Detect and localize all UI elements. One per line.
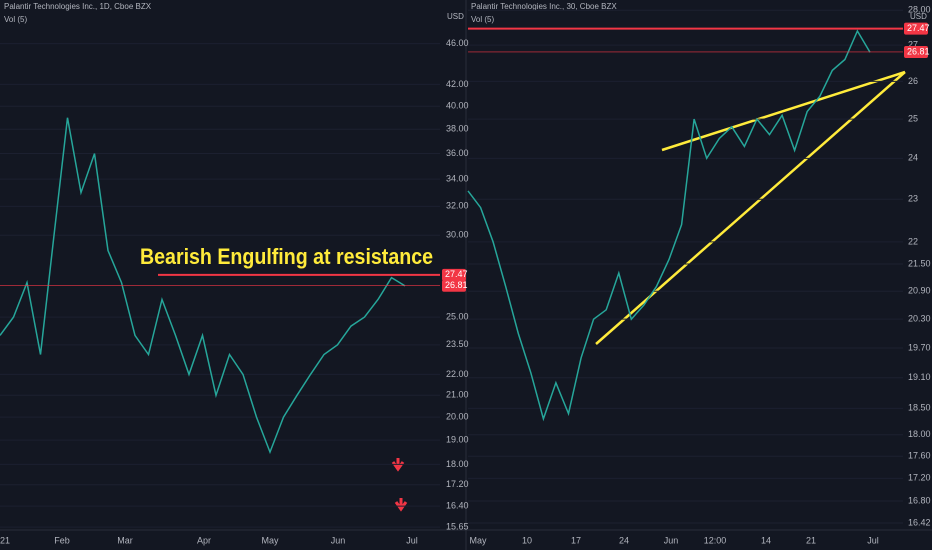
trend-line xyxy=(661,70,906,152)
y-tick-label: 16.42 xyxy=(908,517,931,527)
price-line xyxy=(467,29,871,422)
y-tick-label: 19.70 xyxy=(908,342,931,352)
x-tick-label: Jul xyxy=(867,535,879,545)
y-tick-label: 19.10 xyxy=(908,372,931,382)
y-tick-label: 27 xyxy=(908,40,918,50)
y-tick-label: 16.40 xyxy=(446,501,469,511)
y-tick-label: 24 xyxy=(908,153,918,163)
y-tick-label: 34.00 xyxy=(446,174,469,184)
indicator-label: Vol (5) xyxy=(4,15,27,24)
y-tick-label: 38.00 xyxy=(446,124,469,134)
x-tick-label: 14 xyxy=(761,535,771,545)
y-tick-label: 18.00 xyxy=(446,459,469,469)
y-tick-label: 42.00 xyxy=(446,79,469,89)
price-tag xyxy=(442,279,466,292)
y-tick-label: 36.00 xyxy=(446,148,469,158)
x-tick-label: May xyxy=(261,535,279,545)
x-tick-label: Mar xyxy=(117,535,133,545)
y-tick-label: 15.65 xyxy=(446,522,469,532)
x-tick-label: 21 xyxy=(806,535,816,545)
x-tick-label: Jun xyxy=(331,535,346,545)
chart-title: Palantir Technologies Inc., 30, Cboe BZX xyxy=(471,2,617,11)
currency: USD xyxy=(447,12,464,21)
price-tag-label: 26.81 xyxy=(907,46,930,56)
indicator-label: Vol (5) xyxy=(471,15,494,24)
y-tick-label: 18.50 xyxy=(908,403,931,413)
annotation: Bearish Engulfing at resistance xyxy=(140,244,433,269)
y-tick-label: 25.00 xyxy=(446,311,469,321)
x-tick-label: 12:00 xyxy=(704,535,727,545)
price-tag xyxy=(904,22,928,35)
x-tick-label: 10 xyxy=(522,535,532,545)
price-tag-label: 27.47 xyxy=(445,269,468,279)
currency: USD xyxy=(910,12,927,21)
y-tick-label: 21.50 xyxy=(908,258,931,268)
price-tag-label: 26.81 xyxy=(445,280,468,290)
x-tick-label: Jul xyxy=(406,535,418,545)
x-tick-label: 24 xyxy=(619,535,629,545)
y-tick-label: 28.00 xyxy=(908,5,931,15)
x-tick-label: Jun xyxy=(664,535,679,545)
x-tick-label: May xyxy=(469,535,487,545)
y-tick-label: 20.90 xyxy=(908,286,931,296)
x-tick-label: 21 xyxy=(0,535,10,545)
y-tick-label: 19.00 xyxy=(446,435,469,445)
y-tick-label: 26 xyxy=(908,76,918,86)
y-tick-label: 25 xyxy=(908,113,918,123)
y-tick-label: 40.00 xyxy=(446,101,469,111)
y-tick-label: 17.20 xyxy=(446,479,469,489)
y-tick-label: 21.00 xyxy=(446,390,469,400)
y-tick-label: 30.00 xyxy=(446,230,469,240)
x-tick-label: Feb xyxy=(54,535,70,545)
y-tick-label: 46.00 xyxy=(446,38,469,48)
price-tag-label: 27.47 xyxy=(907,23,930,33)
price-line xyxy=(0,117,406,455)
arrow xyxy=(394,498,408,512)
y-tick-label: 22.00 xyxy=(446,369,469,379)
y-tick-label: 22 xyxy=(908,236,918,246)
price-tag xyxy=(442,268,466,281)
x-tick-label: 17 xyxy=(571,535,581,545)
y-tick-label: 17.60 xyxy=(908,451,931,461)
y-tick-label: 20.30 xyxy=(908,314,931,324)
y-tick-label: 18.00 xyxy=(908,429,931,439)
x-tick-label: Apr xyxy=(197,535,211,545)
y-tick-label: 17.20 xyxy=(908,473,931,483)
chart-title: Palantir Technologies Inc., 1D, Cboe BZX xyxy=(4,2,152,11)
y-tick-label: 20.00 xyxy=(446,412,469,422)
y-tick-label: 23.50 xyxy=(446,339,469,349)
y-tick-label: 23 xyxy=(908,194,918,204)
y-tick-label: 32.00 xyxy=(446,201,469,211)
price-tag xyxy=(904,45,928,58)
y-tick-label: 16.80 xyxy=(908,495,931,505)
